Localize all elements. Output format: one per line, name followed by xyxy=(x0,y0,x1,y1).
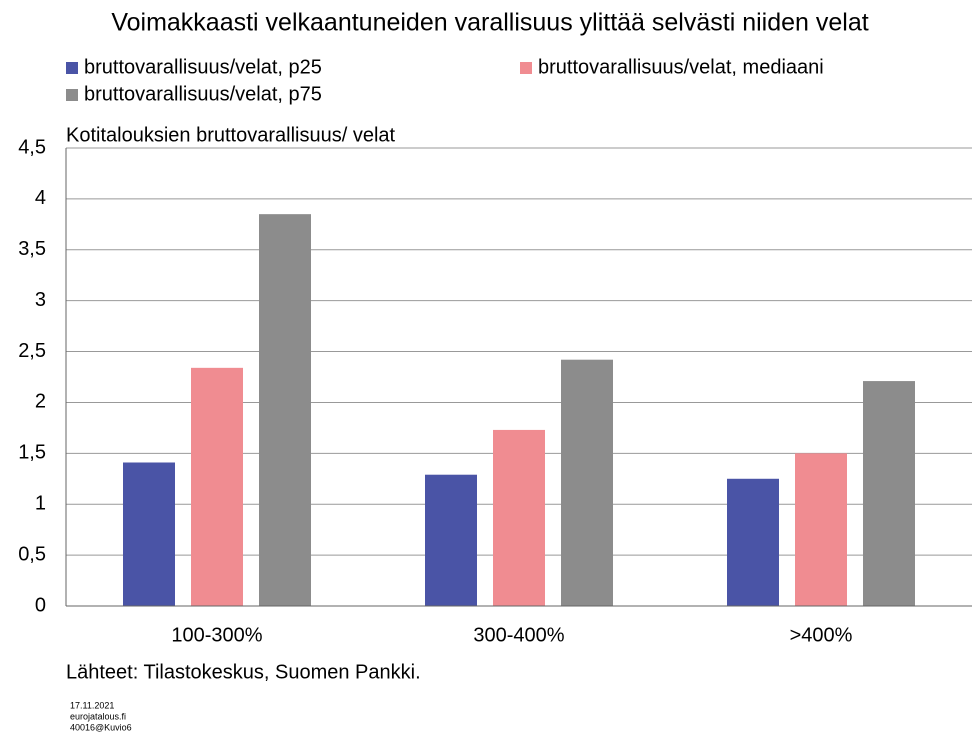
footnote: eurojatalous.fi xyxy=(70,711,126,721)
legend-swatch xyxy=(66,62,78,74)
bar xyxy=(123,462,175,606)
y-tick-label: 4,5 xyxy=(18,136,46,158)
y-tick-label: 0 xyxy=(35,594,46,616)
y-axis-label: Kotitalouksien bruttovarallisuus/ velat xyxy=(66,124,396,146)
bar xyxy=(493,429,545,606)
x-tick-label: 300-400% xyxy=(473,624,564,646)
bar xyxy=(191,367,243,606)
chart-title: Voimakkaasti velkaantuneiden varallisuus… xyxy=(111,9,868,37)
bar xyxy=(425,474,477,606)
x-tick-label: 100-300% xyxy=(171,624,262,646)
bar xyxy=(863,381,915,606)
legend-swatch xyxy=(66,89,78,101)
y-tick-label: 1,5 xyxy=(18,442,46,464)
y-tick-label: 1 xyxy=(35,493,46,515)
y-tick-label: 3,5 xyxy=(18,238,46,260)
y-tick-label: 2,5 xyxy=(18,340,46,362)
bar xyxy=(561,359,613,606)
bar xyxy=(727,478,779,606)
bar xyxy=(795,453,847,606)
y-tick-label: 4 xyxy=(35,187,46,209)
legend-label: bruttovarallisuus/velat, mediaani xyxy=(538,56,824,78)
bar xyxy=(259,214,311,606)
x-tick-label: >400% xyxy=(790,624,853,646)
legend-swatch xyxy=(520,62,532,74)
source: Lähteet: Tilastokeskus, Suomen Pankki. xyxy=(66,661,421,683)
footnote: 40016@Kuvio6 xyxy=(70,722,132,732)
y-tick-label: 0,5 xyxy=(18,543,46,565)
y-tick-label: 2 xyxy=(35,391,46,413)
legend-label: bruttovarallisuus/velat, p25 xyxy=(84,56,322,78)
y-tick-label: 3 xyxy=(35,289,46,311)
footnote: 17.11.2021 xyxy=(70,700,114,710)
legend-label: bruttovarallisuus/velat, p75 xyxy=(84,83,322,105)
